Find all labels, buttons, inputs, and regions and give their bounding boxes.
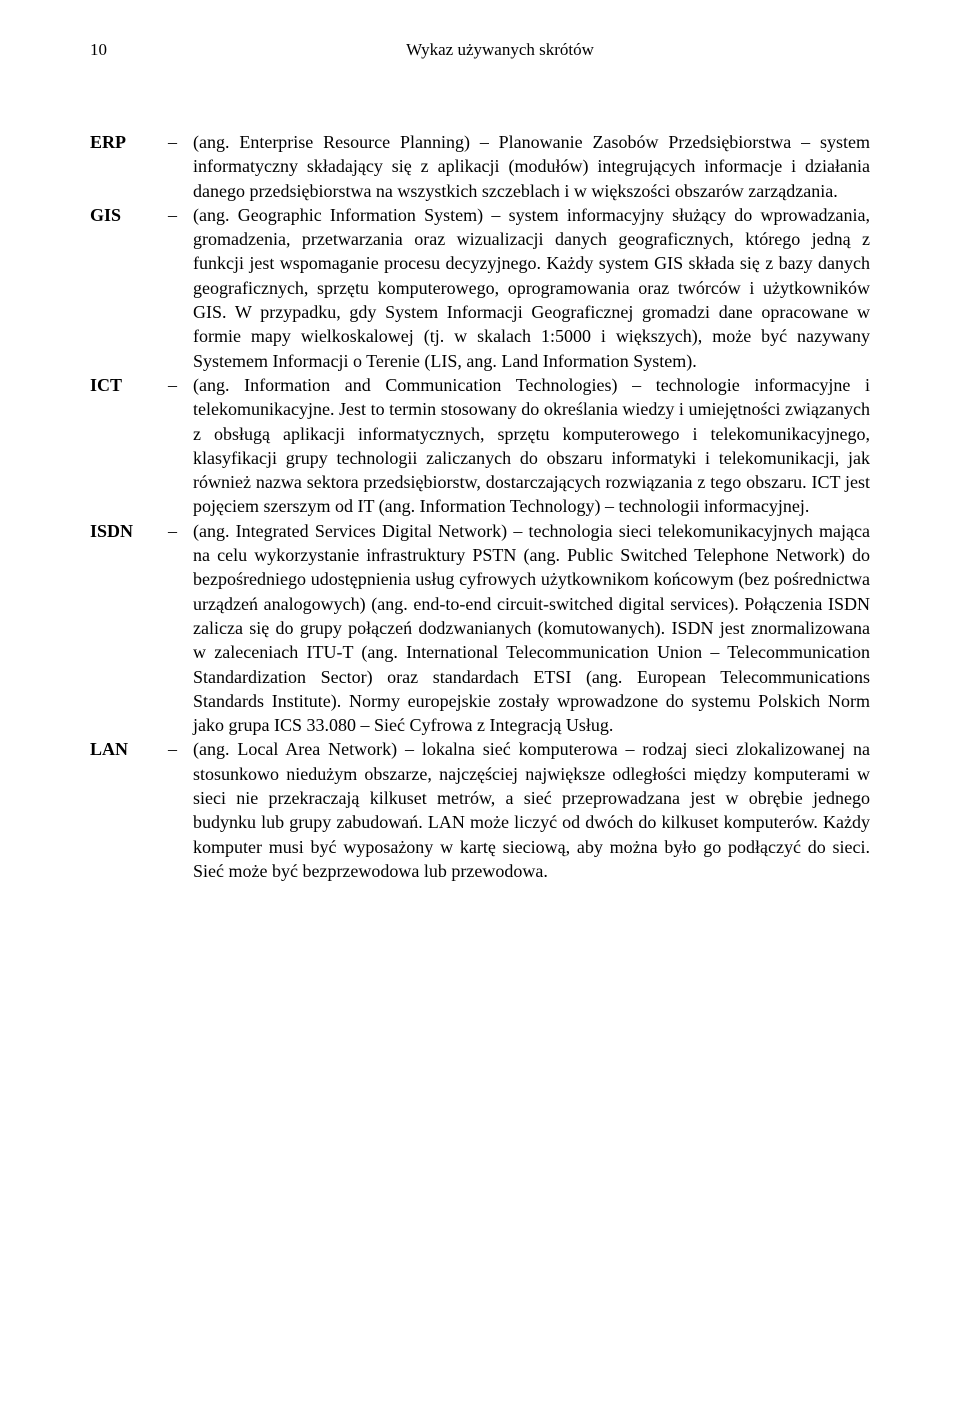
glossary-entry: GIS – (ang. Geographic Information Syste… [90,203,870,373]
document-page: 10 Wykaz używanych skrótów ERP – (ang. E… [0,0,960,1425]
running-title: Wykaz używanych skrótów [130,40,870,60]
glossary-entry: ICT – (ang. Information and Communicatio… [90,373,870,519]
separator-dash: – [168,737,193,761]
abbreviation: ICT [90,373,168,397]
abbreviation: GIS [90,203,168,227]
definition-text: (ang. Enterprise Resource Planning) – Pl… [193,130,870,203]
separator-dash: – [168,373,193,397]
page-number: 10 [90,40,130,60]
abbreviation: ISDN [90,519,168,543]
definition-text: (ang. Geographic Information System) – s… [193,203,870,373]
separator-dash: – [168,519,193,543]
abbreviation: ERP [90,130,168,154]
glossary-entry: ISDN – (ang. Integrated Services Digital… [90,519,870,738]
running-header: 10 Wykaz używanych skrótów [90,40,870,60]
definition-text: (ang. Integrated Services Digital Networ… [193,519,870,738]
abbreviation: LAN [90,737,168,761]
glossary-entry: LAN – (ang. Local Area Network) – lokaln… [90,737,870,883]
separator-dash: – [168,203,193,227]
glossary-entry: ERP – (ang. Enterprise Resource Planning… [90,130,870,203]
definition-text: (ang. Local Area Network) – lokalna sieć… [193,737,870,883]
definition-text: (ang. Information and Communication Tech… [193,373,870,519]
separator-dash: – [168,130,193,154]
